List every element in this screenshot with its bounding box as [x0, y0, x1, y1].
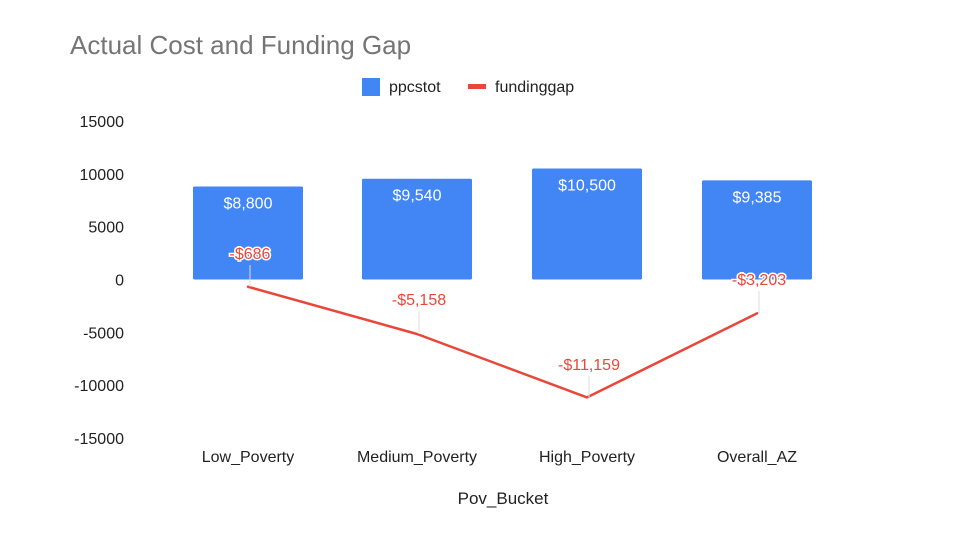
line-data-label: -$5,158 — [392, 292, 446, 309]
line-labels: -$686 -$5,158 -$11,159 -$3,203 — [228, 245, 788, 398]
y-tick-label: 15000 — [80, 114, 125, 131]
x-tick-label: High_Poverty — [539, 449, 635, 466]
y-tick-label: 10000 — [80, 167, 125, 184]
legend-swatch-fundinggap — [468, 84, 486, 89]
bar-data-label: $9,385 — [733, 189, 782, 206]
y-axis: 15000 10000 5000 0 -5000 -10000 -15000 — [74, 114, 124, 448]
bar-data-label: $10,500 — [558, 178, 616, 195]
x-tick-label: Overall_AZ — [717, 449, 797, 466]
line-fundinggap — [246, 285, 759, 399]
x-axis-title: Pov_Bucket — [458, 489, 549, 508]
x-axis: Low_Poverty Medium_Poverty High_Poverty Ove… — [202, 449, 797, 466]
bar-ppcstot — [362, 178, 472, 280]
bar-data-label: $8,800 — [224, 196, 273, 213]
x-tick-label: Low_Poverty — [202, 449, 295, 466]
bar-ppcstot — [193, 186, 303, 280]
y-tick-label: 0 — [115, 273, 124, 290]
line-data-label: -$11,159 — [558, 357, 620, 374]
line-data-label: -$3,203 — [732, 272, 786, 289]
line-data-label: -$686 — [230, 246, 271, 263]
y-tick-label: -10000 — [74, 378, 124, 395]
legend-label-fundinggap: fundinggap — [495, 79, 574, 96]
x-tick-label: Medium_Poverty — [357, 449, 477, 466]
bar-data-label: $9,540 — [393, 188, 442, 205]
legend-swatch-ppcstot — [362, 78, 380, 96]
y-tick-label: -15000 — [74, 431, 124, 448]
bar-ppcstot — [532, 168, 642, 280]
y-tick-label: -5000 — [83, 325, 124, 342]
legend-label-ppcstot: ppcstot — [389, 79, 441, 96]
bar-ppcstot — [702, 180, 812, 280]
legend: ppcstot fundinggap — [362, 78, 574, 96]
line-series-fundinggap — [246, 285, 759, 399]
bar-series-ppcstot — [193, 168, 812, 280]
chart-title: Actual Cost and Funding Gap — [70, 30, 411, 60]
y-tick-label: 5000 — [88, 220, 124, 237]
bar-labels: $8,800 $9,540 $10,500 $9,385 — [224, 178, 782, 213]
